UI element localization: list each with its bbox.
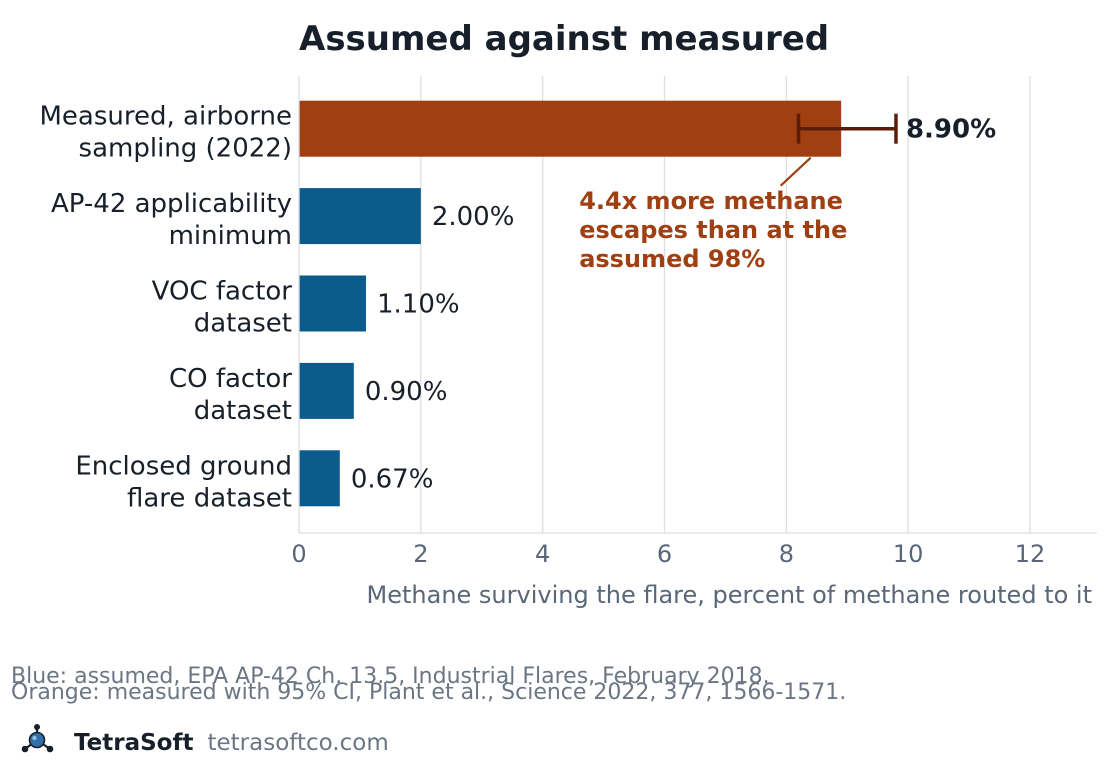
bar-assumed (299, 188, 421, 245)
brand-url: tetrasoftco.com (207, 730, 389, 756)
annotation-text: 4.4x more methane escapes than at the assu… (579, 187, 847, 273)
chart: Assumed against measured 8.90% 2.00% 1.10%… (40, 19, 1097, 609)
brand: TetraSoft tetrasoftco.com (20, 724, 389, 762)
x-tick-label: 2 (413, 540, 428, 568)
chart-title: Assumed against measured (299, 19, 829, 59)
bar-assumed (299, 450, 340, 507)
category-label: Measured, airborne sampling (2022) (40, 102, 293, 164)
x-tick-label: 8 (779, 540, 794, 568)
value-label: 1.10% (377, 290, 460, 320)
category-label: VOC factor dataset (152, 277, 293, 339)
molecule-icon (20, 724, 56, 762)
x-tick-label: 4 (535, 540, 550, 568)
bar-assumed (299, 275, 367, 332)
annotation-pointer (779, 156, 812, 187)
x-axis-label: Methane surviving the flare, percent of … (367, 581, 1092, 609)
x-tick-label: 0 (291, 540, 306, 568)
category-label: Enclosed ground flare dataset (75, 451, 292, 513)
bars: 8.90% 2.00% 1.10% 0.90% 0.67% 4.4x more metha… (299, 100, 996, 507)
value-label: 0.90% (365, 377, 448, 407)
bar-assumed (299, 362, 354, 419)
footer-source-assumed: Blue: assumed, EPA AP-42 Ch. 13.5, Indus… (11, 664, 770, 689)
x-tick-label: 6 (657, 540, 672, 568)
x-tick-label: 12 (1015, 540, 1046, 568)
value-label: 2.00% (432, 202, 515, 232)
category-label: CO factor dataset (169, 364, 292, 426)
brand-name: TetraSoft (74, 730, 194, 756)
category-labels: Measured, airborne sampling (2022) AP-42 a… (40, 102, 293, 514)
x-tick-label: 10 (893, 540, 924, 568)
x-axis: 0 2 4 6 8 10 12 (291, 76, 1097, 568)
value-label: 0.67% (351, 464, 434, 494)
value-label: 8.90% (906, 115, 996, 145)
category-label: AP-42 applicability minimum (51, 189, 292, 251)
footer-source-measured: Orange: measured with 95% CI, Plant et a… (11, 680, 847, 705)
bar-measured (299, 100, 842, 157)
